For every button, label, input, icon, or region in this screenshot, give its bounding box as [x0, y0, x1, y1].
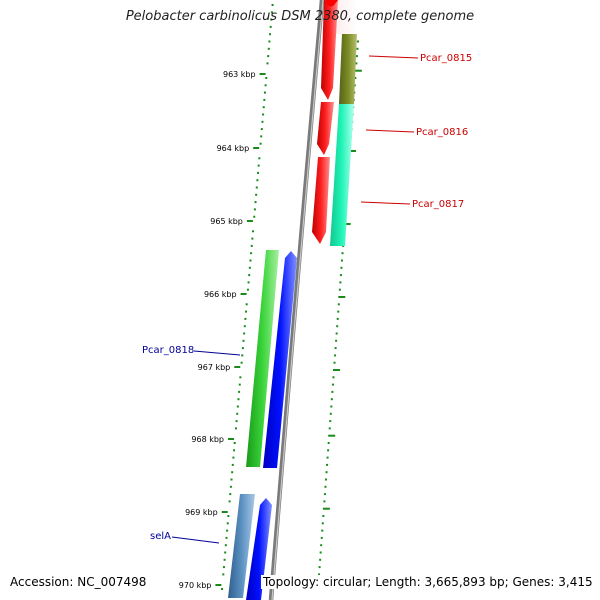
leader-pcar0816 — [365, 129, 415, 133]
leader-pcar0815 — [368, 55, 419, 59]
label-pcar0817[interactable]: Pcar_0817 — [412, 199, 464, 210]
tick-label: 967 kbp — [198, 363, 231, 372]
red-cds-arrow-3[interactable] — [312, 157, 330, 244]
outer-dotted-track-left — [221, 4, 274, 590]
teal-gene-pcar0816-0817[interactable] — [330, 104, 354, 246]
label-pcar0818[interactable]: Pcar_0818 — [142, 345, 194, 356]
map-title: Pelobacter carbinolicus DSM 2380, comple… — [125, 9, 475, 24]
blue-cds-sela[interactable] — [246, 498, 272, 600]
olive-gene-pcar0815[interactable] — [339, 34, 357, 104]
label-pcar0815[interactable]: Pcar_0815 — [420, 53, 472, 64]
leader-pcar0818 — [193, 350, 241, 356]
green-gene-pcar0818[interactable] — [246, 250, 279, 467]
leader-sela — [171, 536, 220, 544]
tick-label: 970 kbp — [179, 581, 212, 590]
blue-cds-pcar0818[interactable] — [263, 251, 297, 468]
forward-strand-genes — [312, 0, 358, 246]
label-pcar0816[interactable]: Pcar_0816 — [416, 127, 468, 138]
red-cds-arrow-2[interactable] — [317, 102, 334, 155]
kbp-ruler: 963 kbp 964 kbp 965 kbp 966 kbp 967 kbp 968 k… — [179, 70, 266, 590]
tick-label: 963 kbp — [223, 70, 256, 79]
accession-text: Accession: NC_007498 — [8, 575, 149, 589]
red-cds-arrow-1[interactable] — [321, 0, 338, 100]
tick-label: 964 kbp — [217, 144, 250, 153]
reverse-strand-genes — [228, 250, 297, 600]
tick-label: 965 kbp — [210, 217, 243, 226]
leader-pcar0817 — [360, 201, 411, 205]
tick-label: 969 kbp — [185, 508, 218, 517]
tick-label: 966 kbp — [204, 290, 237, 299]
genome-summary-text: Topology: circular; Length: 3,665,893 bp… — [261, 575, 595, 589]
gene-labels: Pcar_0815 Pcar_0816 Pcar_0817 Pcar_0818 … — [142, 53, 472, 544]
red-cds-tip — [326, 0, 338, 7]
tick-label: 968 kbp — [191, 435, 224, 444]
genome-backbone-highlight — [271, 0, 324, 600]
label-sela[interactable]: selA — [150, 531, 171, 542]
steel-gene-sela[interactable] — [228, 494, 255, 598]
genome-backbone — [268, 0, 325, 600]
